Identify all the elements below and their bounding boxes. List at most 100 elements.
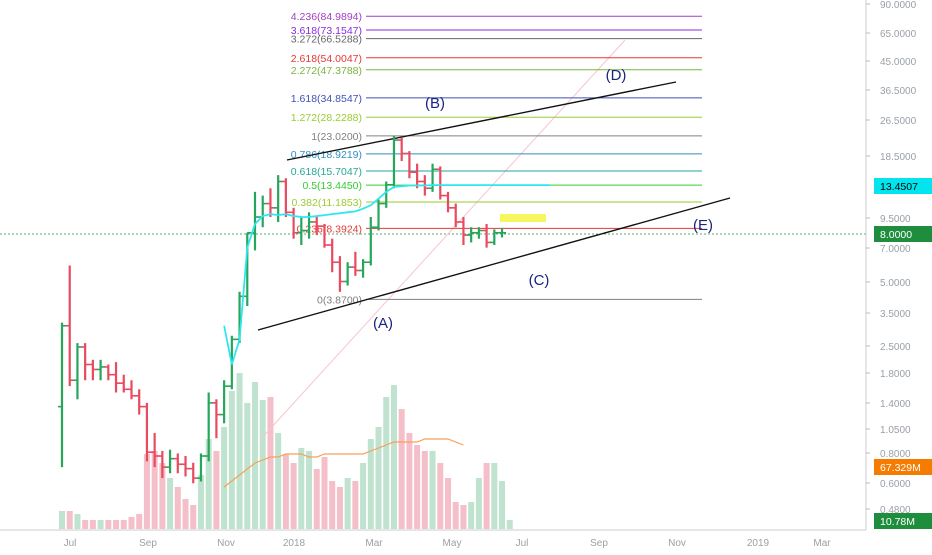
fib-level-label: 0.236(8.3924) — [297, 223, 362, 235]
price-axis-tick-label: 18.5000 — [880, 152, 917, 163]
volume-bar — [468, 502, 475, 529]
volume-bar — [128, 517, 135, 529]
price-axis-background — [866, 0, 932, 550]
fib-level-label: 0(3.8700) — [317, 294, 362, 306]
volume-bar — [360, 463, 367, 529]
wave-label: (A) — [373, 315, 393, 332]
price-axis-tick-label: 2.5000 — [880, 342, 911, 353]
volume-bar — [383, 397, 390, 529]
fib-level-label: 0.786(18.9219) — [291, 149, 362, 161]
volume-bar — [252, 382, 258, 529]
volume-bar — [82, 520, 89, 529]
price-axis-tick-label: 0.8000 — [880, 449, 911, 460]
volume-bar — [290, 463, 297, 529]
volume-bar — [89, 520, 96, 529]
volume-bar — [313, 469, 320, 529]
fib-level-label: 3.618(73.1547) — [291, 25, 362, 37]
volume-bar — [460, 505, 467, 529]
volume-bar — [329, 481, 336, 529]
volume-bar — [282, 454, 289, 529]
highlight-zone — [500, 214, 546, 222]
time-axis-label: Mar — [813, 538, 831, 549]
price-axis-tick-label: 90.0000 — [880, 0, 917, 11]
volume-bar — [228, 391, 235, 529]
price-axis-tick-label: 0.6000 — [880, 479, 911, 490]
volume-bar — [267, 397, 274, 529]
volume-bar — [375, 427, 382, 529]
volume-bar — [197, 475, 204, 529]
volume-bar — [213, 451, 220, 529]
time-axis-label: Nov — [217, 538, 235, 549]
time-axis-label: May — [443, 538, 462, 549]
volume-bar — [74, 514, 81, 529]
volume-bar — [151, 451, 158, 529]
fib-level-label: 0.618(15.7047) — [291, 166, 362, 178]
price-axis-tick-label: 7.0000 — [880, 244, 911, 255]
price-axis-tick-label: 0.4800 — [880, 505, 911, 516]
time-axis-label: Mar — [365, 538, 383, 549]
volume-ma-line — [223, 438, 464, 488]
price-badge — [874, 459, 932, 475]
price-axis-tick-label: 1.4000 — [880, 399, 911, 410]
volume-bar — [66, 511, 73, 529]
price-axis-tick-label: 45.0000 — [880, 57, 917, 68]
volume-bar — [406, 433, 413, 529]
volume-bar — [113, 520, 120, 529]
volume-bar — [506, 520, 513, 529]
fib-level-label: 2.272(47.3788) — [291, 65, 362, 77]
volume-bar — [398, 409, 405, 529]
volume-bar — [429, 451, 436, 529]
volume-bar — [306, 451, 313, 529]
volume-bar — [367, 439, 374, 529]
volume-bar — [336, 487, 343, 529]
wave-label: (C) — [529, 272, 550, 289]
price-badge-label: 10.78M — [880, 516, 915, 528]
volume-bar — [174, 487, 181, 529]
volume-bar — [59, 511, 65, 529]
time-axis-label: Jul — [64, 538, 77, 549]
price-badge-label: 8.0000 — [880, 229, 912, 241]
price-axis-tick-label: 65.0000 — [880, 29, 917, 40]
time-axis-label: 2018 — [283, 538, 306, 549]
volume-bar — [483, 463, 490, 529]
price-badge — [874, 226, 932, 242]
fib-level-label: 2.618(54.0047) — [291, 53, 362, 65]
fib-level-label: 1.272(28.2288) — [291, 112, 362, 124]
volume-bar — [491, 463, 498, 529]
fib-level-label: 3.272(66.5288) — [291, 34, 362, 46]
price-axis-tick-label: 36.5000 — [880, 86, 917, 97]
volume-bar — [298, 448, 305, 529]
price-axis-tick-label: 1.8000 — [880, 369, 911, 380]
volume-bar — [321, 457, 328, 529]
fib-level-label: 0.382(11.1853) — [292, 197, 362, 209]
volume-bar — [205, 439, 212, 529]
volume-bar — [136, 514, 143, 529]
volume-bar — [421, 451, 428, 529]
volume-bar — [236, 373, 243, 529]
volume-bar — [221, 427, 228, 529]
volume-bar — [390, 385, 397, 529]
volume-bar — [437, 463, 444, 529]
volume-bar — [244, 403, 251, 529]
price-axis-tick-label: 26.5000 — [880, 116, 917, 127]
channel-upper-line — [286, 81, 677, 161]
wave-label: (B) — [425, 95, 445, 112]
price-axis-tick-label: 9.5000 — [880, 214, 911, 225]
price-axis-tick-label: 5.0000 — [880, 278, 911, 289]
price-badge-label: 67.329M — [880, 462, 921, 474]
volume-bar — [259, 400, 266, 529]
volume-bar — [499, 481, 506, 529]
volume-bar — [105, 520, 112, 529]
price-axis-tick-label: 1.0500 — [880, 425, 911, 436]
price-badge — [874, 513, 932, 529]
wave-label: (E) — [693, 217, 713, 234]
fib-level-label: 1.618(34.8547) — [291, 93, 362, 105]
volume-bar — [167, 478, 174, 529]
fib-level-label: 1(23.0200) — [311, 131, 362, 143]
volume-bar — [452, 502, 459, 529]
time-axis-label: Sep — [590, 538, 608, 549]
price-badge — [874, 178, 932, 194]
time-axis-label: Jul — [516, 538, 529, 549]
